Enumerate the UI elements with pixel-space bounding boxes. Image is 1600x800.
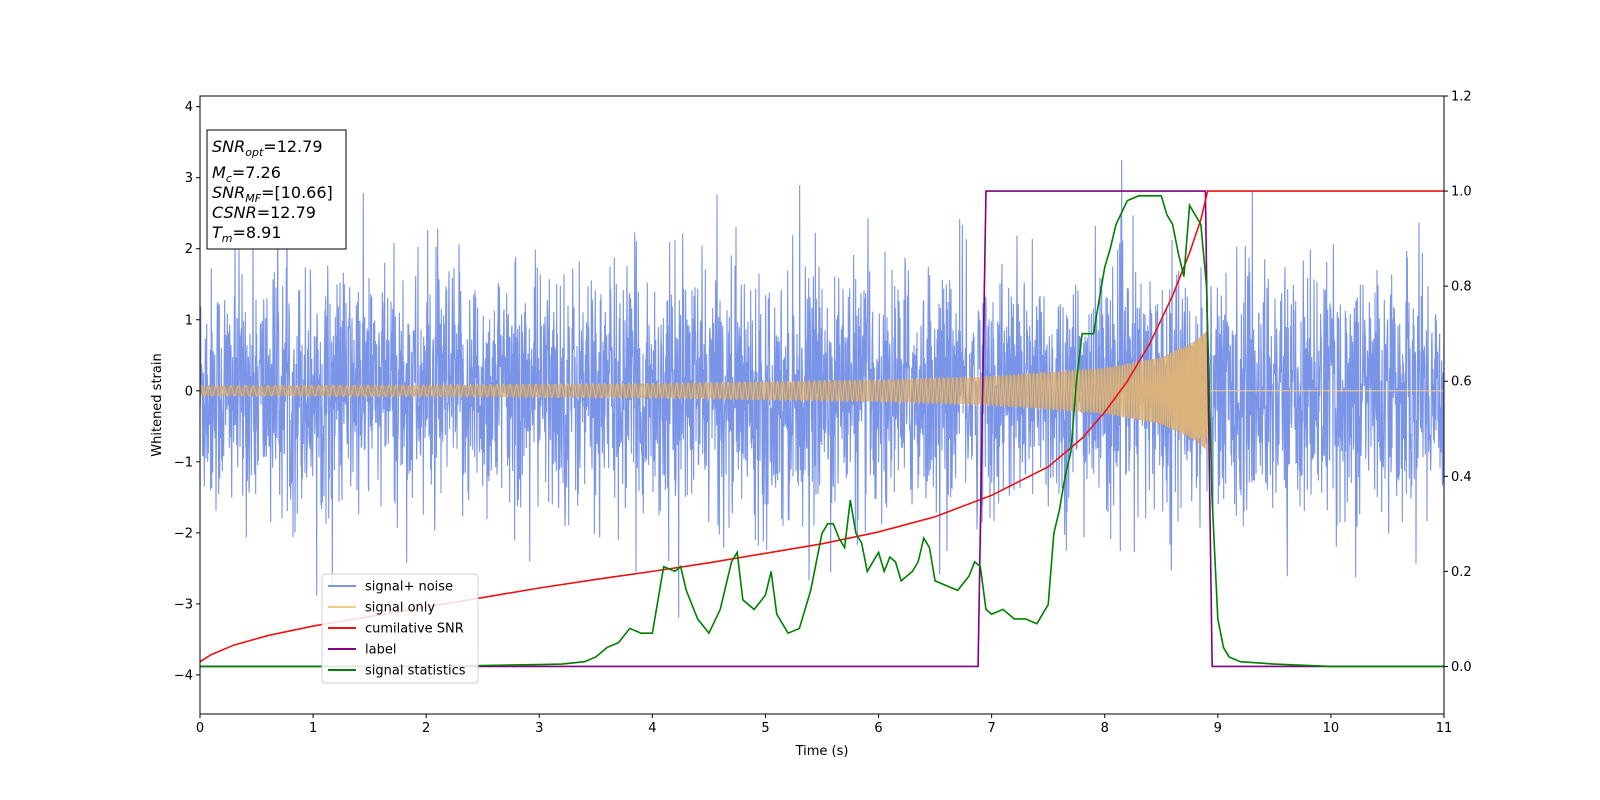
- x-tick-label: 5: [761, 721, 769, 736]
- signal-noise-series: [200, 159, 1444, 618]
- y-left-tick-label: 2: [185, 242, 193, 257]
- x-tick-label: 8: [1101, 721, 1109, 736]
- info-box-frame: [206, 129, 347, 250]
- plot-frame: [199, 95, 1445, 715]
- y-right-tick-label: 0.8: [1451, 280, 1472, 295]
- legend-entry: signal statistics: [365, 664, 466, 679]
- signal-only-series: [200, 330, 1444, 452]
- y-right-tick-label: 0.4: [1451, 470, 1472, 485]
- y-axis-label: Whitened strain: [150, 353, 165, 456]
- y-left-tick-label: 3: [185, 171, 193, 186]
- left-y-axis: −4 −3 −2 −1 0 1 2 3 4: [174, 100, 200, 683]
- x-axis-label: Time (s): [795, 744, 849, 759]
- y-left-tick-label: −2: [174, 526, 193, 541]
- x-tick-label: 2: [422, 721, 430, 736]
- right-y-axis: 0.0 0.2 0.4 0.6 0.8 1.0 1.2: [1444, 90, 1472, 675]
- info-box-line: Mc=7.26: [212, 163, 281, 185]
- y-left-tick-label: 4: [185, 100, 193, 115]
- legend-entry: signal only: [365, 601, 435, 616]
- x-tick-label: 0: [196, 721, 204, 736]
- legend-entry: signal+ noise: [365, 580, 453, 595]
- signal-only-envelope: [200, 330, 1208, 452]
- y-left-tick-label: −3: [174, 597, 193, 612]
- info-box: SNRopt=12.79 Mc=7.26SNRMF=[10.66]CSNR=12.…: [206, 129, 347, 250]
- y-left-tick-label: −4: [174, 668, 193, 683]
- legend-frame: [321, 573, 479, 684]
- y-right-tick-label: 0.2: [1451, 565, 1472, 580]
- x-axis: 0 1 2 3 4 5 6 7 8 9 10 11: [196, 714, 1452, 736]
- x-tick-label: 3: [535, 721, 543, 736]
- x-tick-label: 6: [874, 721, 882, 736]
- x-tick-label: 10: [1323, 721, 1340, 736]
- info-box-line: CSNR=12.79: [212, 203, 316, 222]
- y-left-tick-label: −1: [174, 455, 193, 470]
- info-box-line: SNRMF=[10.66]: [212, 183, 333, 205]
- x-tick-label: 9: [1214, 721, 1222, 736]
- x-tick-label: 4: [648, 721, 656, 736]
- legend-entry: cumilative SNR: [365, 622, 464, 637]
- y-right-tick-label: 1.2: [1451, 90, 1472, 105]
- x-tick-label: 7: [987, 721, 995, 736]
- signal-statistics-line: [200, 195, 1444, 668]
- y-left-tick-label: 0: [185, 384, 193, 399]
- signal-noise-line: [200, 159, 1444, 618]
- x-tick-label: 1: [309, 721, 317, 736]
- y-left-tick-label: 1: [185, 313, 193, 328]
- x-tick-label: 11: [1436, 721, 1453, 736]
- y-right-tick-label: 0.6: [1451, 375, 1472, 390]
- y-right-tick-label: 1.0: [1451, 185, 1472, 200]
- legend: signal+ noise signal only cumilative SNR la…: [321, 573, 479, 684]
- info-box-line: Tm=8.91: [212, 223, 282, 245]
- label-line: [200, 190, 1444, 668]
- info-box-line: SNRopt=12.79: [212, 137, 323, 159]
- legend-entry: label: [365, 643, 396, 658]
- y-right-tick-label: 0.0: [1451, 660, 1472, 675]
